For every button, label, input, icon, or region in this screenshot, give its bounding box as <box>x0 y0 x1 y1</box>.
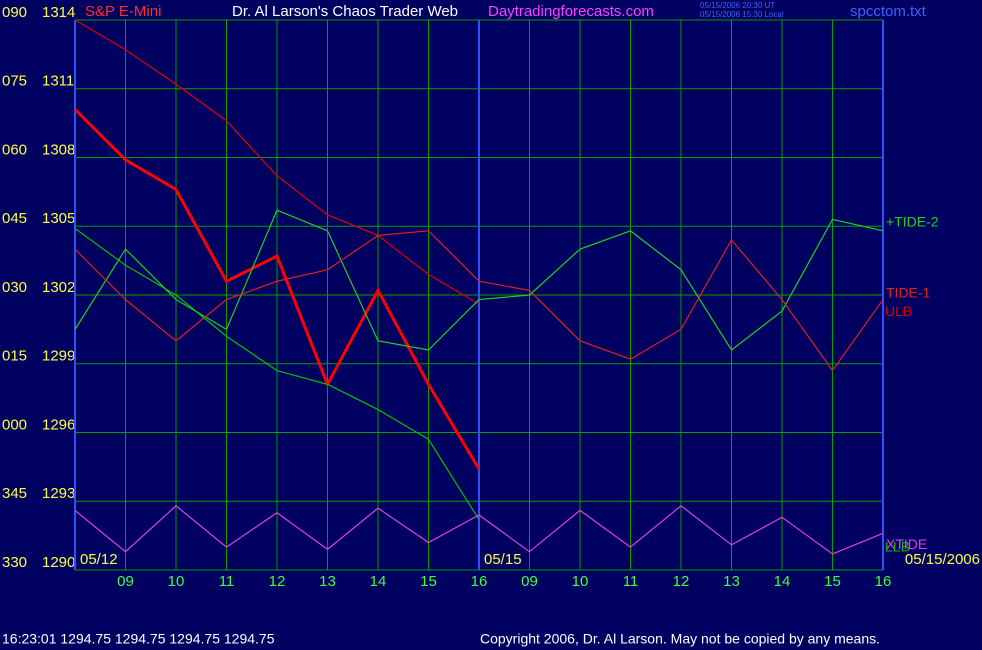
y-tick-label: 1314 <box>42 4 75 21</box>
legend-label: LLB <box>885 538 910 554</box>
legend-label: XTIDE <box>886 536 927 552</box>
x-tick-label: 09 <box>521 573 538 590</box>
date-label: 05/15 <box>484 551 522 568</box>
instrument: S&P E-Mini <box>85 3 161 20</box>
x-tick-label: 15 <box>824 573 841 590</box>
y2-tick-label: 045 <box>2 210 27 227</box>
y-tick-label: 1290 <box>42 554 75 571</box>
y-tick-label: 1308 <box>42 141 75 158</box>
x-tick-label: 13 <box>723 573 740 590</box>
y-tick-label: 1311 <box>42 73 74 90</box>
file-name: spcctom.txt <box>850 3 927 20</box>
stamp-ut: 05/15/2006 20:30 UT <box>700 1 775 10</box>
series-line <box>74 19 480 305</box>
series-line <box>73 108 481 470</box>
legend-label: ULB <box>885 303 912 319</box>
y2-tick-label: 030 <box>2 279 27 296</box>
y2-tick-label: 345 <box>2 485 27 502</box>
legend-label: TIDE-1 <box>886 284 931 300</box>
status: 16:23:01 1294.75 1294.75 1294.75 1294.75 <box>2 631 275 647</box>
date-label: 05/12 <box>80 551 118 568</box>
y2-tick-label: 015 <box>2 348 27 365</box>
x-tick-label: 10 <box>572 573 589 590</box>
x-tick-label: 12 <box>673 573 690 590</box>
x-tick-label: 13 <box>319 573 336 590</box>
x-tick-label: 15 <box>420 573 437 590</box>
y2-tick-label: 000 <box>2 416 27 433</box>
series-line <box>74 505 884 555</box>
x-tick-label: 16 <box>875 573 892 590</box>
y2-tick-label: 060 <box>2 141 27 158</box>
copyright: Copyright 2006, Dr. Al Larson. May not b… <box>480 631 880 647</box>
x-tick-label: 14 <box>370 573 387 590</box>
series-line <box>74 228 480 520</box>
y-tick-label: 1299 <box>42 348 75 365</box>
y-tick-label: 1293 <box>42 485 75 502</box>
date-label: 05/15/2006 <box>905 551 980 568</box>
y2-tick-label: 090 <box>2 4 27 21</box>
stamp-local: 05/15/2006 15:30 Local <box>700 10 784 19</box>
x-tick-label: 14 <box>774 573 791 590</box>
x-tick-label: 10 <box>168 573 185 590</box>
y2-tick-label: 075 <box>2 73 27 90</box>
series-line <box>74 209 884 351</box>
y-tick-label: 1302 <box>42 279 75 296</box>
x-tick-label: 11 <box>219 573 235 590</box>
x-tick-label: 16 <box>471 573 488 590</box>
chart-title: Dr. Al Larson's Chaos Trader Web <box>232 3 458 20</box>
legend-label: +TIDE-2 <box>886 214 939 230</box>
y-tick-label: 1305 <box>42 210 75 227</box>
y2-tick-label: 330 <box>2 554 27 571</box>
x-tick-label: 12 <box>269 573 286 590</box>
y-tick-label: 1296 <box>42 416 75 433</box>
site: Daytradingforecasts.com <box>488 3 654 20</box>
x-tick-label: 11 <box>623 573 639 590</box>
series-line <box>74 230 884 372</box>
x-tick-label: 09 <box>117 573 134 590</box>
